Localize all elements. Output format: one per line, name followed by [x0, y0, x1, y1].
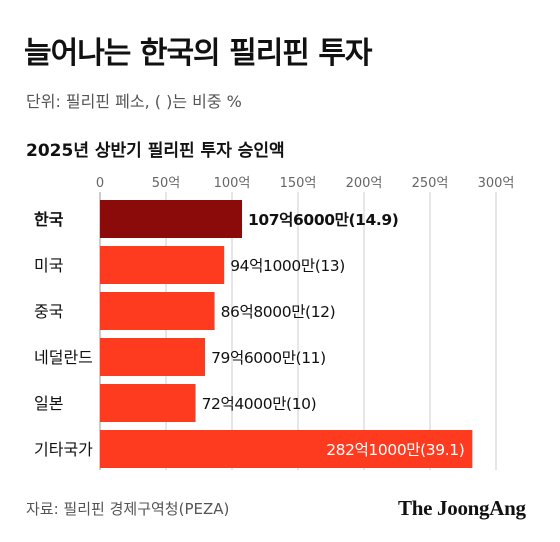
category-label: 일본 [34, 394, 63, 413]
data-label: 86억8000만(12) [221, 303, 336, 321]
bar-0 [100, 200, 243, 238]
category-label: 기타국가 [34, 440, 93, 459]
grid-lines [99, 192, 497, 470]
x-tick-label: 0 [96, 176, 104, 191]
category-label: 한국 [34, 210, 64, 229]
data-label: 72억4000만(10) [202, 395, 317, 413]
unit-note: 단위: 필리핀 페소, ( )는 비중 % [26, 92, 242, 111]
bar-2 [100, 292, 215, 330]
x-tick-label: 200억 [346, 176, 383, 191]
category-label: 중국 [34, 302, 63, 321]
x-tick-label: 300억 [478, 176, 515, 191]
x-axis-ticks: 0 50억 100억 150억 200억 250억 300억 [96, 176, 515, 191]
bars [100, 200, 473, 468]
bar-3 [100, 338, 206, 376]
data-label: 107억6000만(14.9) [248, 210, 398, 229]
x-tick-label: 100억 [214, 176, 251, 191]
chart-title: 늘어나는 한국의 필리핀 투자 [24, 36, 373, 71]
data-labels: 107억6000만(14.9) 94억1000만(13) 86억8000만(12) 7… [202, 210, 465, 459]
data-label: 282억1000만(39.1) [326, 441, 464, 459]
x-tick-label: 50억 [152, 176, 181, 191]
x-tick-label: 150억 [280, 176, 317, 191]
bar-4 [100, 384, 196, 422]
data-label: 79억6000만(11) [211, 349, 326, 367]
chart-subtitle: 2025년 상반기 필리핀 투자 승인액 [26, 141, 285, 161]
source-note: 자료: 필리핀 경제구역청(PEZA) [26, 500, 230, 518]
x-tick-label: 250억 [412, 176, 449, 191]
bar-1 [100, 246, 225, 284]
data-label: 94억1000만(13) [230, 257, 345, 275]
bar-5 [100, 430, 473, 468]
category-label: 네덜란드 [34, 348, 93, 367]
category-label: 미국 [34, 256, 63, 275]
brand-logo: The JoongAng [398, 496, 526, 520]
